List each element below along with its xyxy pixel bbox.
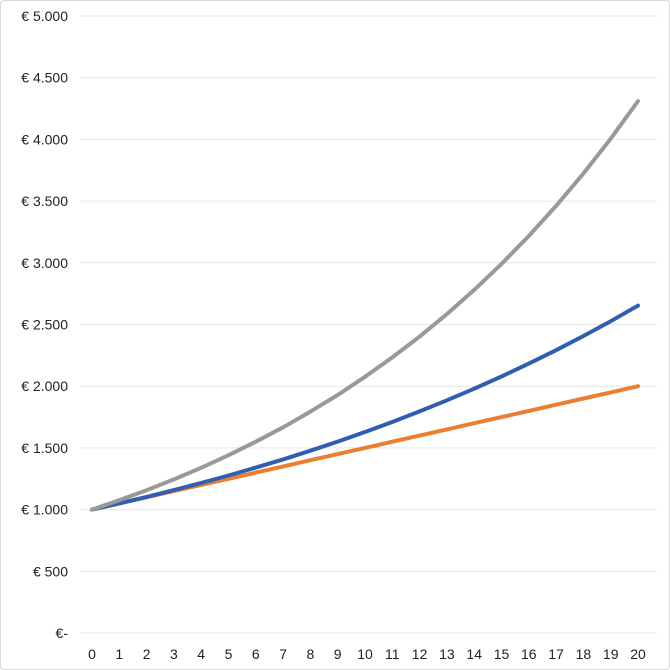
y-tick-label: €- (56, 625, 69, 641)
x-tick-label: 15 (494, 646, 510, 662)
y-tick-label: € 2.000 (21, 378, 68, 394)
x-tick-label: 18 (576, 646, 592, 662)
y-tick-label: € 2.500 (21, 317, 68, 333)
y-tick-label: € 500 (33, 563, 68, 579)
y-tick-label: € 3.000 (21, 255, 68, 271)
y-tick-label: € 1.000 (21, 502, 68, 518)
x-tick-label: 8 (307, 646, 315, 662)
x-tick-label: 12 (412, 646, 428, 662)
x-tick-label: 3 (170, 646, 178, 662)
gridlines (80, 15, 657, 634)
x-tick-label: 7 (279, 646, 287, 662)
x-tick-label: 20 (630, 646, 646, 662)
x-tick-label: 10 (357, 646, 373, 662)
y-tick-label: € 1.500 (21, 440, 68, 456)
x-tick-label: 0 (88, 646, 96, 662)
x-tick-label: 1 (115, 646, 123, 662)
series-lines (90, 99, 640, 512)
y-tick-label: € 5.000 (21, 8, 68, 24)
x-tick-label: 2 (143, 646, 151, 662)
series-line-3 (90, 99, 640, 512)
y-axis-tick-labels: €- € 500 € 1.000 € 1.500 € 2.000 € 2.500 € 3.0… (21, 8, 68, 641)
y-tick-label: € 4.500 (21, 70, 68, 86)
x-tick-label: 16 (521, 646, 537, 662)
x-tick-label: 6 (252, 646, 260, 662)
x-tick-label: 5 (225, 646, 233, 662)
x-tick-label: 9 (334, 646, 342, 662)
y-tick-label: € 4.000 (21, 131, 68, 147)
x-tick-label: 19 (603, 646, 619, 662)
x-tick-label: 4 (197, 646, 205, 662)
x-tick-label: 11 (385, 646, 400, 662)
y-tick-label: € 3.500 (21, 193, 68, 209)
x-axis-tick-labels: 0 1 2 3 4 5 6 7 8 9 10 11 12 13 14 15 16 17 18 19 20 (88, 646, 646, 662)
x-tick-label: 14 (466, 646, 482, 662)
x-tick-label: 17 (548, 646, 564, 662)
x-tick-label: 13 (439, 646, 455, 662)
series-line-2 (90, 303, 640, 512)
